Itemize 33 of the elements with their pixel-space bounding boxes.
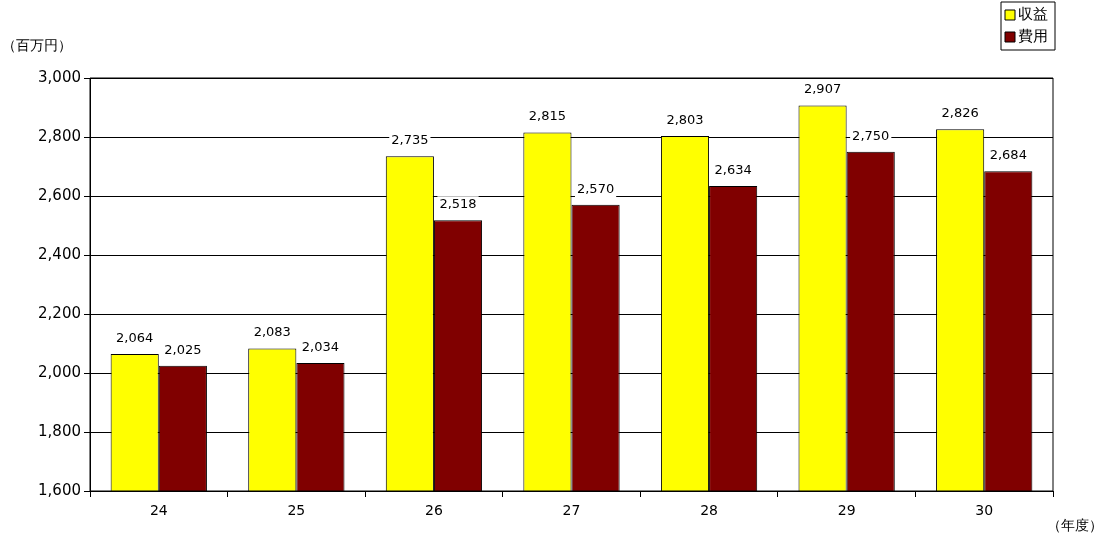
data-label: 2,064: [116, 329, 154, 345]
x-axis-title: （年度）: [1047, 516, 1103, 533]
x-tick-label: 29: [837, 502, 856, 519]
x-tick-label: 30: [975, 502, 994, 519]
y-tick-label: 2,800: [38, 126, 81, 145]
data-label: 2,518: [439, 196, 477, 212]
data-label: 2,083: [253, 324, 291, 340]
y-tick-label: 1,800: [38, 421, 81, 440]
data-label: 2,034: [301, 338, 340, 354]
y-tick-label: 2,000: [38, 362, 81, 381]
data-label: 2,907: [803, 81, 842, 97]
y-tick-label: 2,600: [38, 185, 81, 204]
data-label: 2,684: [989, 147, 1027, 163]
y-tick-label: 2,200: [38, 303, 81, 322]
data-label: 2,570: [576, 180, 615, 196]
x-tick-label: 27: [562, 502, 581, 519]
x-tick-label: 28: [700, 502, 718, 519]
data-label: 2,025: [164, 341, 202, 357]
x-tick-label: 26: [425, 502, 443, 519]
data-label: 2,634: [714, 161, 752, 177]
data-label: 2,803: [666, 111, 704, 127]
y-tick-label: 3,000: [38, 67, 81, 86]
y-tick-label: 1,600: [38, 480, 81, 499]
x-tick-label: 24: [149, 502, 168, 519]
data-label: 2,750: [852, 127, 890, 143]
legend-label: 費用: [1018, 26, 1048, 45]
data-label: 2,826: [941, 105, 979, 121]
data-label: 2,815: [528, 108, 567, 124]
data-label: 2,735: [391, 132, 429, 148]
legend-label: 収益: [1018, 4, 1048, 23]
x-tick-label: 25: [287, 502, 306, 519]
y-axis-title: （百万円）: [2, 36, 72, 53]
y-tick-label: 2,400: [38, 244, 81, 263]
